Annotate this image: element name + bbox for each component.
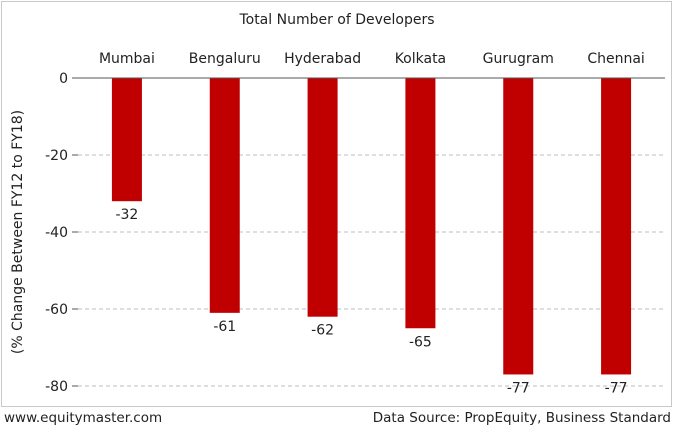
data-label: -61 <box>213 319 236 335</box>
y-tick-label: -60 <box>45 302 68 318</box>
category-label: Kolkata <box>395 51 446 67</box>
y-tick-label: -80 <box>45 379 68 395</box>
bar-chart: Total Number of Developers (% Change Bet… <box>10 12 665 396</box>
data-label: -77 <box>605 380 628 396</box>
category-label: Gurugram <box>483 51 554 67</box>
chart-frame <box>1 1 672 407</box>
bar <box>209 78 240 313</box>
y-axis-label: (% Change Between FY12 to FY18) <box>10 110 26 354</box>
data-labels: -32 -61 -62 -65 -77 -77 <box>115 207 627 396</box>
category-label: Hyderabad <box>284 51 361 67</box>
data-label: -32 <box>115 207 138 223</box>
y-tick-label: 0 <box>59 71 68 87</box>
category-label: Mumbai <box>99 51 155 67</box>
data-source: Data Source: PropEquity, Business Standa… <box>372 410 671 426</box>
y-tick-label: -20 <box>45 148 68 164</box>
source-site: www.equitymaster.com <box>4 410 163 426</box>
data-label: -65 <box>409 334 432 350</box>
y-axis-ticks: 0 -20 -40 -60 -80 <box>45 71 78 395</box>
category-label: Chennai <box>587 51 644 67</box>
data-label: -77 <box>507 380 530 396</box>
gridlines <box>78 154 665 387</box>
bars <box>111 78 632 375</box>
bar <box>601 78 632 375</box>
category-label: Bengaluru <box>189 51 261 67</box>
category-labels: Mumbai Bengaluru Hyderabad Kolkata Gurugram C… <box>99 51 645 67</box>
y-tick-label: -40 <box>45 225 68 241</box>
bar <box>405 78 436 329</box>
bar <box>503 78 534 375</box>
bar <box>307 78 338 317</box>
chart-title: Total Number of Developers <box>238 12 434 28</box>
bar <box>111 78 142 202</box>
data-label: -62 <box>311 323 334 339</box>
